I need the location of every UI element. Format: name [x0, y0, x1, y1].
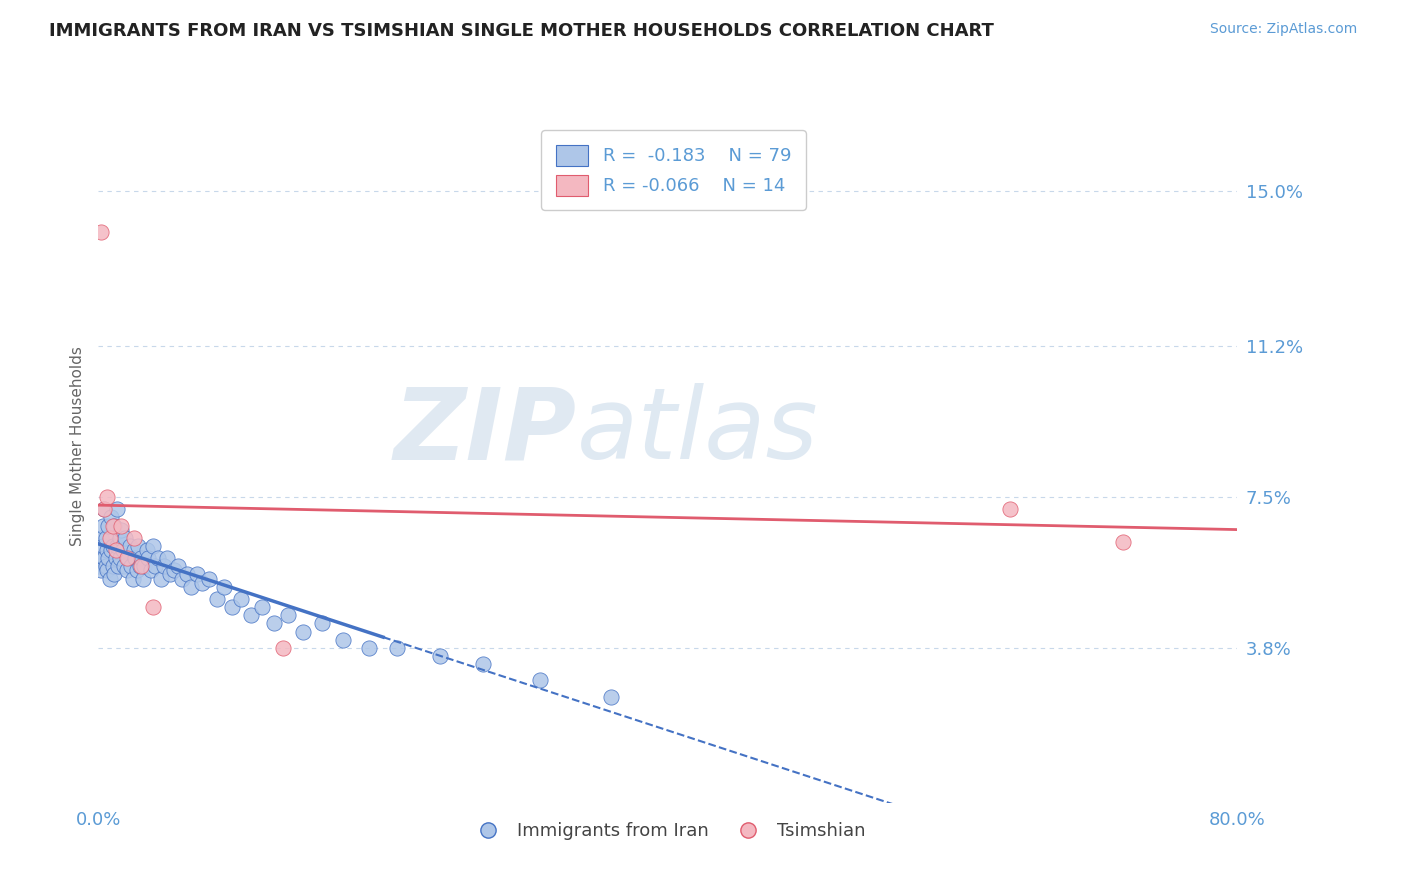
Point: [191, 575, 214, 590]
Point: [98, 572, 121, 586]
Point: [387, 640, 409, 655]
Point: [273, 640, 295, 655]
Point: [998, 502, 1021, 516]
Point: [136, 551, 159, 566]
Point: [111, 543, 134, 558]
Point: [89, 551, 111, 566]
Point: [120, 559, 142, 574]
Point: [103, 567, 125, 582]
Point: [167, 559, 190, 574]
Point: [176, 567, 198, 582]
Point: [129, 551, 152, 566]
Point: [100, 510, 122, 524]
Point: [90, 225, 112, 239]
Point: [105, 539, 128, 553]
Point: [124, 551, 146, 566]
Point: [103, 518, 125, 533]
Point: [107, 559, 129, 574]
Point: [332, 632, 354, 647]
Point: [108, 531, 131, 545]
Point: [101, 539, 124, 553]
Point: [96, 563, 118, 577]
Point: [104, 543, 127, 558]
Y-axis label: Single Mother Households: Single Mother Households: [69, 346, 84, 546]
Point: [156, 551, 179, 566]
Point: [131, 572, 153, 586]
Point: [101, 518, 124, 533]
Point: [110, 523, 132, 537]
Point: [198, 572, 221, 586]
Point: [129, 559, 152, 574]
Point: [93, 502, 115, 516]
Point: [229, 591, 252, 606]
Point: [263, 616, 285, 631]
Point: [239, 608, 262, 623]
Point: [118, 539, 141, 553]
Point: [159, 567, 181, 582]
Point: [125, 563, 148, 577]
Point: [98, 531, 121, 545]
Point: [132, 559, 155, 574]
Point: [122, 531, 145, 545]
Point: [145, 559, 167, 574]
Point: [180, 580, 202, 594]
Point: [97, 518, 120, 533]
Point: [127, 539, 149, 553]
Point: [97, 551, 120, 566]
Point: [104, 551, 127, 566]
Point: [139, 563, 162, 577]
Point: [96, 490, 118, 504]
Point: [110, 518, 132, 533]
Point: [96, 543, 118, 558]
Point: [221, 600, 243, 615]
Point: [91, 518, 114, 533]
Point: [94, 559, 117, 574]
Point: [311, 616, 333, 631]
Point: [135, 543, 157, 558]
Point: [112, 559, 135, 574]
Point: [115, 563, 138, 577]
Point: [105, 502, 128, 516]
Point: [529, 673, 551, 688]
Point: [101, 559, 124, 574]
Point: [100, 543, 122, 558]
Point: [150, 572, 173, 586]
Point: [1112, 534, 1135, 549]
Point: [141, 539, 163, 553]
Point: [108, 551, 131, 566]
Text: Source: ZipAtlas.com: Source: ZipAtlas.com: [1209, 22, 1357, 37]
Text: ZIP: ZIP: [394, 384, 576, 480]
Point: [600, 690, 623, 704]
Point: [90, 531, 112, 545]
Point: [205, 591, 228, 606]
Point: [212, 580, 235, 594]
Point: [250, 600, 273, 615]
Point: [93, 502, 115, 516]
Legend: Immigrants from Iran, Tsimshian: Immigrants from Iran, Tsimshian: [463, 815, 873, 847]
Point: [429, 648, 451, 663]
Point: [357, 640, 380, 655]
Point: [172, 572, 194, 586]
Point: [121, 572, 143, 586]
Point: [91, 539, 114, 553]
Point: [115, 551, 138, 566]
Point: [90, 563, 112, 577]
Text: atlas: atlas: [576, 384, 818, 480]
Point: [114, 531, 136, 545]
Point: [292, 624, 315, 639]
Point: [87, 559, 110, 574]
Point: [141, 600, 163, 615]
Point: [93, 551, 115, 566]
Point: [148, 551, 170, 566]
Point: [128, 559, 150, 574]
Text: IMMIGRANTS FROM IRAN VS TSIMSHIAN SINGLE MOTHER HOUSEHOLDS CORRELATION CHART: IMMIGRANTS FROM IRAN VS TSIMSHIAN SINGLE…: [49, 22, 994, 40]
Point: [94, 531, 117, 545]
Point: [277, 608, 299, 623]
Point: [471, 657, 494, 672]
Point: [186, 567, 208, 582]
Point: [117, 551, 139, 566]
Point: [153, 559, 176, 574]
Point: [122, 543, 145, 558]
Point: [163, 563, 186, 577]
